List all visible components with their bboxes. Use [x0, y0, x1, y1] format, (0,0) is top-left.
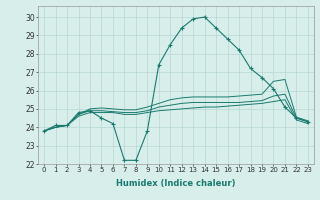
X-axis label: Humidex (Indice chaleur): Humidex (Indice chaleur) [116, 179, 236, 188]
